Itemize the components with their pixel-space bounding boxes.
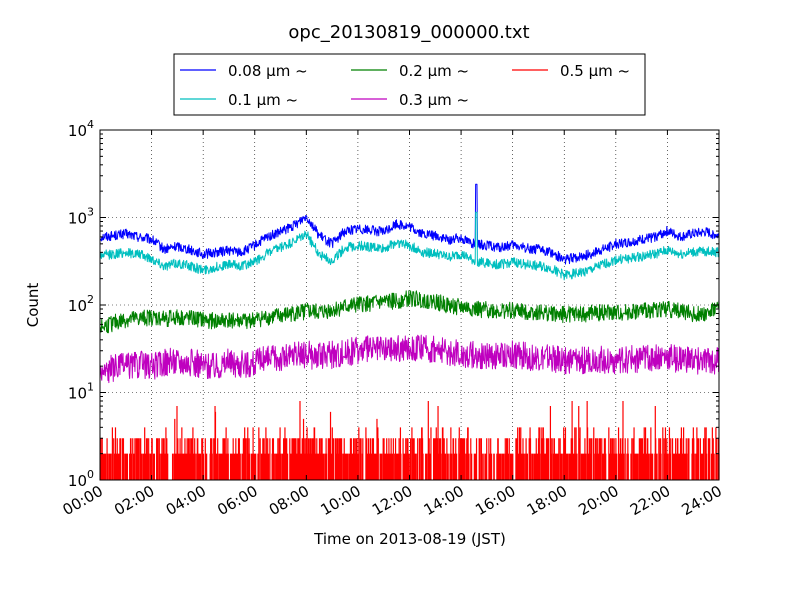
x-tick-label: 04:00: [163, 482, 209, 519]
y-tick-label: 104: [68, 118, 94, 140]
series-line-1: [99, 183, 720, 265]
y-axis-label: Count: [24, 283, 42, 328]
series-line-4: [99, 334, 720, 384]
legend-label: 0.1 μm ~: [228, 91, 298, 109]
chart-title: opc_20130819_000000.txt: [288, 22, 529, 43]
legend-label: 0.5 μm ~: [560, 62, 630, 80]
legend-box: [173, 53, 646, 116]
x-tick-label: 10:00: [317, 482, 363, 519]
y-axis-ticks: 100 101 102 103 104: [68, 118, 719, 490]
x-tick-label: 18:00: [524, 482, 570, 519]
y-tick-label: 101: [68, 381, 94, 403]
x-tick-label: 22:00: [627, 482, 673, 519]
legend-label: 0.2 μm ~: [399, 62, 469, 80]
x-tick-label: 16:00: [472, 482, 518, 519]
x-tick-label: 14:00: [421, 482, 467, 519]
y-tick-label: 103: [68, 206, 94, 228]
series-line-0-5um: [100, 400, 720, 480]
legend: 0.08 μm ~ 0.1 μm ~ 0.2 μm ~ 0.3 μm ~ 0.5 μm …: [173, 53, 646, 116]
x-tick-label: 12:00: [369, 482, 415, 519]
x-tick-label: 06:00: [214, 482, 260, 519]
x-tick-label: 08:00: [266, 482, 312, 519]
x-tick-label: 20:00: [575, 482, 621, 519]
y-tick-label: 102: [68, 293, 94, 315]
series-line-3: [99, 290, 720, 334]
x-tick-label: 24:00: [679, 482, 725, 519]
legend-label: 0.3 μm ~: [399, 91, 469, 109]
series-group: [99, 183, 720, 480]
series-line-2: [99, 211, 720, 281]
x-tick-label: 02:00: [111, 482, 157, 519]
legend-label: 0.08 μm ~: [228, 62, 308, 80]
x-axis-label: Time on 2013-08-19 (JST): [313, 530, 506, 548]
y-tick-label: 100: [68, 468, 94, 490]
